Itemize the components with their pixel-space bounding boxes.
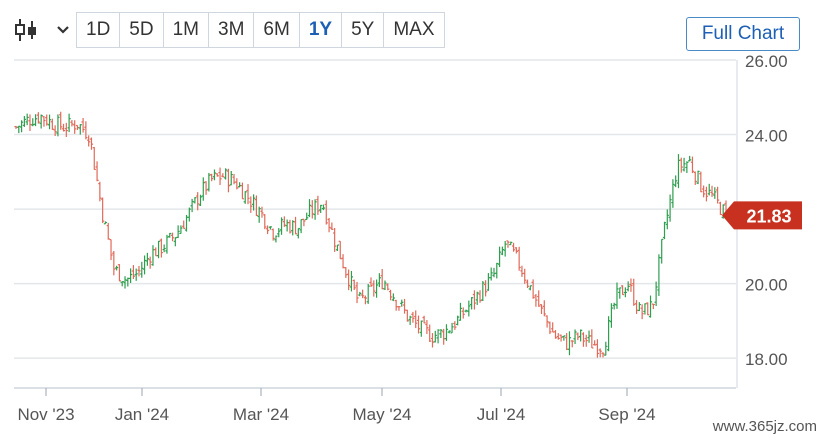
- x-tick-label: Jan '24: [115, 405, 169, 424]
- range-button-5d[interactable]: 5D: [120, 13, 164, 47]
- chevron-down-icon: [57, 26, 69, 34]
- x-tick-label: Nov '23: [17, 405, 74, 424]
- chart-toolbar: 1D 5D 1M 3M 6M 1Y 5Y MAX: [10, 12, 445, 48]
- watermark: www.365jz.com: [712, 418, 817, 435]
- y-tick-label: 20.00: [745, 276, 788, 295]
- y-tick-label: 26.00: [745, 52, 788, 71]
- x-tick-label: Mar '24: [233, 405, 289, 424]
- x-tick-label: Sep '24: [598, 405, 655, 424]
- range-selector: 1D 5D 1M 3M 6M 1Y 5Y MAX: [76, 12, 445, 48]
- range-button-max[interactable]: MAX: [393, 19, 435, 40]
- y-tick-label: 24.00: [745, 127, 788, 146]
- range-button-6m[interactable]: 6M: [254, 13, 300, 47]
- range-button-3m[interactable]: 3M: [209, 13, 255, 47]
- x-tick-label: Jul '24: [477, 405, 526, 424]
- y-tick-label: 18.00: [745, 350, 788, 369]
- range-button-1y[interactable]: 1Y: [300, 13, 343, 47]
- last-price-badge: [722, 201, 802, 230]
- full-chart-button[interactable]: Full Chart: [686, 17, 800, 51]
- last-price-label: 21.83: [746, 206, 791, 226]
- chart-type-selector[interactable]: [10, 12, 72, 48]
- range-button-1m[interactable]: 1M: [164, 13, 209, 47]
- candlestick-icon: [15, 19, 36, 41]
- x-tick-label: May '24: [353, 405, 412, 424]
- range-button-5y[interactable]: 5Y: [342, 13, 385, 47]
- range-button-1d[interactable]: 1D: [77, 13, 121, 47]
